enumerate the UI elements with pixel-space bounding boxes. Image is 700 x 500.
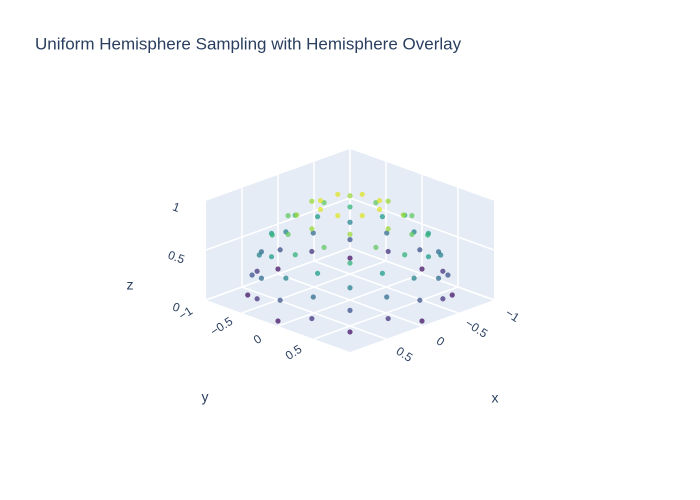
x-tick-label: −1	[503, 306, 522, 325]
point	[254, 296, 260, 302]
point	[245, 292, 251, 298]
point	[347, 285, 353, 291]
point	[417, 297, 423, 303]
point	[285, 213, 291, 219]
point	[309, 248, 315, 255]
point	[411, 275, 417, 281]
x-tick-label: 0.5	[394, 344, 416, 365]
point	[277, 297, 283, 303]
point	[425, 232, 431, 238]
point	[309, 226, 315, 232]
point	[347, 231, 353, 237]
point	[400, 212, 406, 218]
y-tick-label: 0.5	[283, 342, 305, 363]
x-axis-title: x	[492, 390, 499, 406]
point	[254, 268, 260, 274]
point	[385, 226, 391, 232]
point	[292, 252, 298, 258]
point	[317, 206, 324, 213]
point	[384, 294, 390, 300]
grid-line	[205, 197, 351, 251]
point	[440, 296, 446, 302]
point	[376, 197, 383, 204]
y-axis-title: y	[202, 389, 209, 405]
point	[269, 232, 275, 238]
y-tick-label: 0	[251, 331, 264, 347]
point	[275, 266, 281, 272]
grid-line	[277, 273, 423, 327]
grid-line	[349, 247, 495, 301]
z-axis-title: z	[127, 277, 134, 293]
point	[425, 254, 432, 260]
z-tick-label: 1	[171, 200, 182, 216]
point	[419, 318, 425, 324]
point	[347, 307, 353, 313]
point	[309, 198, 315, 204]
point	[268, 254, 275, 260]
point	[347, 204, 353, 210]
x-tick-label: −0.5	[463, 316, 491, 341]
point	[359, 191, 365, 197]
point	[379, 270, 385, 276]
point	[409, 213, 415, 219]
point	[419, 266, 425, 272]
point	[417, 247, 423, 253]
x-tick-label: 0	[434, 334, 447, 350]
point	[385, 315, 391, 322]
point	[449, 292, 455, 298]
grid-line	[349, 147, 495, 201]
point	[438, 252, 444, 258]
point	[321, 244, 327, 250]
point	[283, 275, 289, 281]
point	[385, 248, 391, 255]
point	[445, 272, 451, 278]
point	[315, 270, 321, 276]
point	[249, 272, 255, 278]
point	[310, 294, 316, 300]
point	[376, 206, 383, 213]
point	[315, 214, 321, 220]
grid-line	[349, 197, 495, 251]
point	[309, 315, 315, 322]
point	[347, 193, 353, 199]
point	[275, 318, 281, 324]
point	[277, 247, 283, 253]
point	[335, 191, 341, 197]
point	[385, 198, 391, 204]
grid-line	[205, 247, 351, 301]
point	[379, 214, 385, 220]
point	[285, 231, 291, 237]
point	[317, 197, 324, 204]
point	[347, 237, 353, 243]
grid-line	[241, 260, 387, 314]
point	[258, 275, 265, 281]
z-tick-label: 0	[171, 300, 182, 316]
point	[347, 255, 353, 261]
point	[402, 252, 408, 258]
point	[294, 212, 300, 218]
point	[359, 213, 365, 219]
z-tick-label: 0.5	[166, 248, 187, 267]
point	[373, 244, 379, 250]
point	[384, 230, 390, 236]
point	[335, 213, 341, 219]
point	[310, 230, 316, 236]
grid-line	[205, 147, 351, 201]
chart-title: Uniform Hemisphere Sampling with Hemisph…	[35, 34, 462, 53]
point	[347, 219, 353, 225]
point	[435, 275, 442, 281]
grid-line	[313, 286, 459, 340]
point	[409, 231, 415, 237]
point	[440, 268, 446, 274]
point	[347, 260, 353, 266]
point	[256, 252, 262, 258]
y-tick-label: −0.5	[208, 314, 236, 339]
point	[347, 329, 353, 335]
